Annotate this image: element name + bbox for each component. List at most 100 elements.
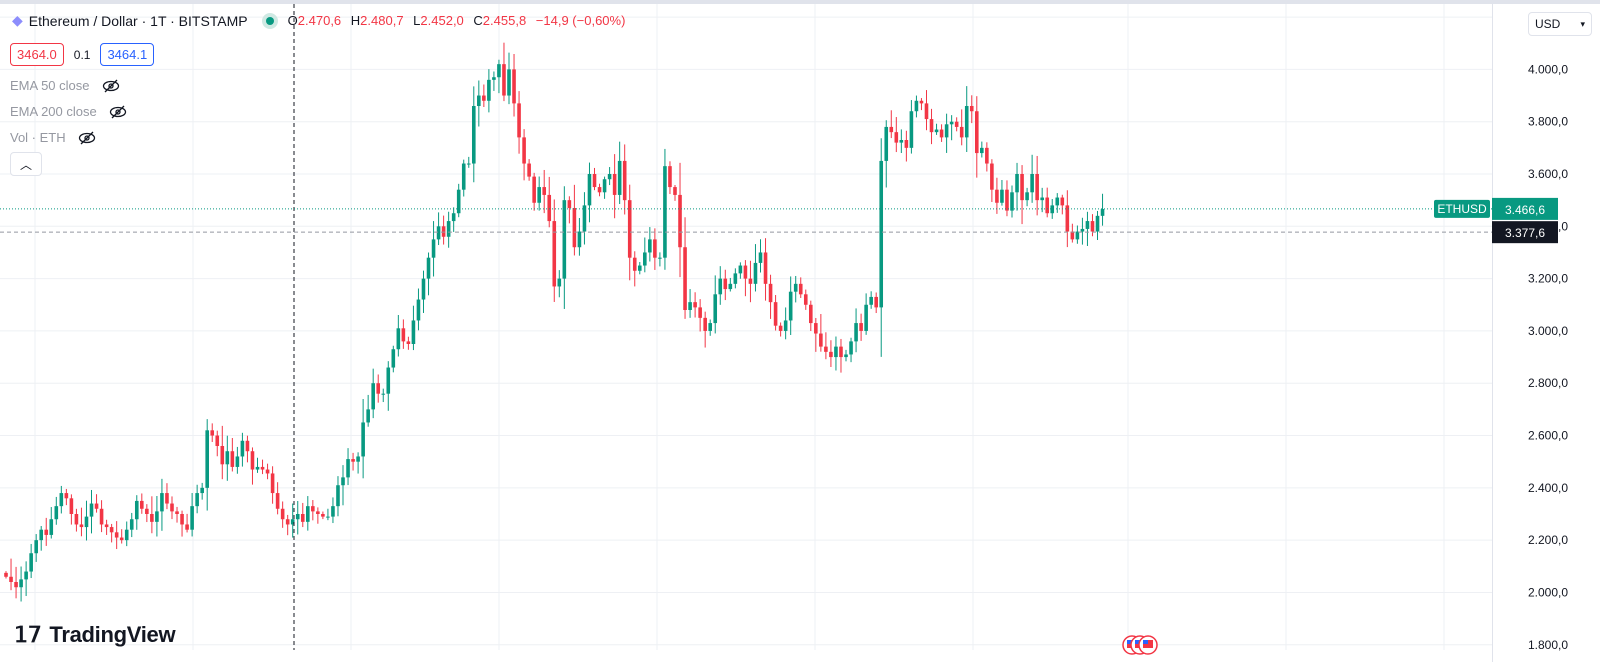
candle	[577, 218, 582, 256]
candle	[512, 54, 516, 117]
overlay: ETHUSD	[0, 4, 1492, 655]
price-axis[interactable]: 1.800,0 2.000,0 2.200,0 2.400,0 2.600,0 2.800…	[1492, 4, 1568, 662]
candle	[1015, 162, 1019, 211]
candle	[974, 96, 979, 178]
candle	[235, 446, 240, 474]
candle	[331, 497, 335, 524]
candle	[24, 561, 28, 597]
tradingview-logo[interactable]: 𝟣𝟩 TradingView	[14, 622, 176, 648]
ohlc-values: O2.470,6 H2.480,7 L2.452,0 C2.455,8 −14,…	[288, 13, 632, 28]
candle	[1090, 214, 1095, 237]
price-tick-label: 3.600,0	[1528, 167, 1568, 181]
candle	[758, 239, 763, 273]
candle	[406, 336, 411, 350]
candle	[723, 269, 728, 301]
buy-button[interactable]: 3464.1	[100, 43, 155, 66]
candle	[572, 184, 577, 256]
eye-hidden-icon[interactable]	[78, 131, 96, 145]
candle	[1040, 187, 1044, 213]
candle	[547, 176, 552, 228]
candle	[894, 117, 899, 153]
candle	[703, 311, 707, 348]
candle	[155, 495, 159, 537]
candle	[396, 314, 401, 357]
symbol-legend: ◆ Ethereum / Dollar · 1T · BITSTAMP O2.4…	[12, 12, 631, 29]
crosshair-price-label: 3.377,6	[1505, 226, 1545, 240]
high-label: H	[350, 13, 361, 28]
candle	[487, 69, 491, 113]
candle	[924, 90, 929, 131]
candle	[904, 130, 909, 162]
candle	[99, 500, 104, 533]
candle	[129, 512, 134, 538]
candle	[401, 319, 406, 349]
candle	[753, 244, 758, 292]
candle	[738, 262, 743, 279]
candle	[381, 388, 386, 403]
candle	[165, 483, 169, 510]
candle	[980, 141, 984, 158]
candle	[688, 289, 692, 318]
eye-hidden-icon[interactable]	[109, 105, 127, 119]
price-tick-label: 2.600,0	[1528, 429, 1568, 443]
candle	[170, 496, 174, 520]
candle	[874, 292, 878, 314]
candle	[532, 172, 536, 211]
low-label: L	[413, 13, 421, 28]
candle	[919, 98, 924, 111]
candle	[300, 502, 305, 528]
indicator-ema200[interactable]: EMA 200 close	[10, 104, 127, 119]
candle	[990, 159, 994, 202]
candle	[84, 500, 89, 541]
indicator-ema50[interactable]: EMA 50 close	[10, 78, 120, 93]
candle	[195, 484, 199, 514]
symbol-price-tag	[1434, 199, 1490, 218]
candle	[899, 129, 904, 154]
sell-button[interactable]: 3464.0	[10, 43, 64, 66]
candle	[290, 503, 295, 538]
candle	[698, 299, 702, 332]
eye-hidden-icon[interactable]	[102, 79, 120, 93]
candle	[748, 260, 753, 303]
candle	[773, 295, 778, 331]
indicator-volume[interactable]: Vol · ETH	[10, 130, 96, 145]
candle	[542, 169, 547, 214]
candle	[34, 534, 38, 562]
price-tick-label: 2.200,0	[1528, 533, 1568, 547]
price-tick-label: 3.000,0	[1528, 324, 1568, 338]
symbol-title[interactable]: Ethereum / Dollar · 1T · BITSTAMP	[28, 12, 248, 29]
candle	[326, 508, 330, 521]
candle	[1065, 190, 1070, 248]
open-value: 2.470,6	[297, 13, 342, 28]
candle	[185, 513, 189, 533]
candle	[1050, 199, 1055, 219]
candle	[557, 270, 562, 298]
candle	[653, 228, 657, 270]
market-status-icon[interactable]	[265, 16, 274, 25]
indicator-label: Vol · ETH	[10, 130, 66, 145]
candle	[582, 192, 587, 245]
candle	[728, 277, 733, 292]
candle	[175, 506, 179, 523]
candle	[280, 501, 285, 528]
collapse-legend-button[interactable]: ︿	[10, 152, 42, 176]
us-flag-event-icon[interactable]	[1138, 635, 1158, 655]
candle	[517, 91, 521, 154]
candle	[954, 117, 959, 132]
candle	[39, 526, 44, 551]
candle	[829, 340, 833, 368]
price-tick-label: 1.800,0	[1528, 638, 1568, 652]
candle	[341, 465, 345, 506]
candle	[59, 485, 64, 514]
candle	[386, 361, 391, 411]
candle	[1075, 225, 1080, 244]
candle	[627, 184, 632, 281]
currency-select[interactable]: USD ▾	[1528, 12, 1592, 36]
candle	[351, 452, 355, 471]
candle	[985, 142, 989, 172]
candle	[718, 266, 723, 305]
candle	[537, 176, 541, 211]
candle	[849, 337, 853, 363]
